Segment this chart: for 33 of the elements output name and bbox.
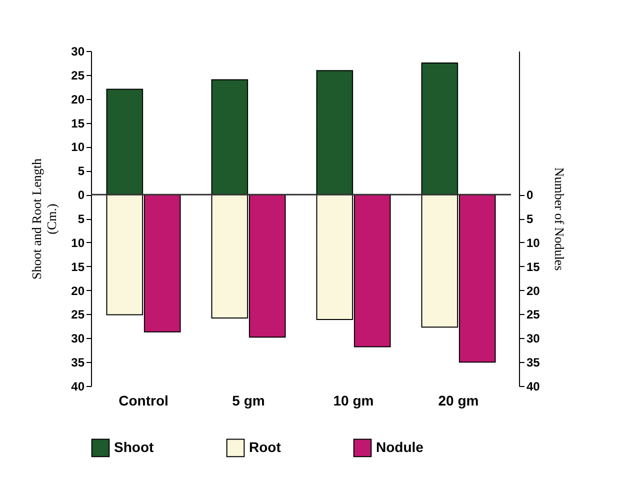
legend-label: Shoot	[114, 438, 154, 455]
y-tick-label: 30	[71, 332, 85, 346]
legend-label: Root	[249, 438, 282, 455]
y-tick-label: 5	[78, 212, 85, 226]
y-tick-label: 25	[71, 308, 85, 322]
y2-tick-label: 15	[526, 260, 540, 274]
y-tick-label: 15	[71, 260, 85, 274]
x-tick-label: 5 gm	[232, 392, 265, 408]
y2-tick-label: 25	[526, 308, 540, 322]
y-tick-label: 40	[71, 380, 85, 394]
y-tick-label: 15	[71, 116, 85, 130]
y-tick-label: 5	[78, 164, 85, 178]
y-tick-label: 25	[71, 68, 85, 82]
y2-tick-label: 10	[526, 236, 540, 250]
y2-tick-label: 40	[526, 380, 540, 394]
y2-tick-label: 35	[526, 356, 540, 370]
y-tick-label: 35	[71, 356, 85, 370]
y2-tick-label: 20	[526, 284, 540, 298]
y-tick-label: 10	[71, 236, 85, 250]
x-tick-label: Control	[118, 392, 168, 408]
y-axis-title: Shoot and Root Length (Cm.)	[29, 158, 60, 280]
y2-axis-title: Number of Nodules	[552, 167, 567, 271]
y-tick-label: 30	[71, 44, 85, 58]
y-tick-label: 10	[71, 140, 85, 154]
y-tick-label: 20	[71, 92, 85, 106]
y2-tick-label: 30	[526, 332, 540, 346]
x-tick-label: 20 gm	[438, 392, 479, 408]
x-tick-label: 10 gm	[333, 392, 374, 408]
y2-tick-label: 5	[526, 212, 534, 226]
y2-tick-label: 0	[526, 188, 534, 202]
legend-label: Nodule	[376, 438, 424, 455]
y-tick-label: 20	[71, 284, 85, 298]
y-tick-label: 0	[78, 188, 85, 202]
